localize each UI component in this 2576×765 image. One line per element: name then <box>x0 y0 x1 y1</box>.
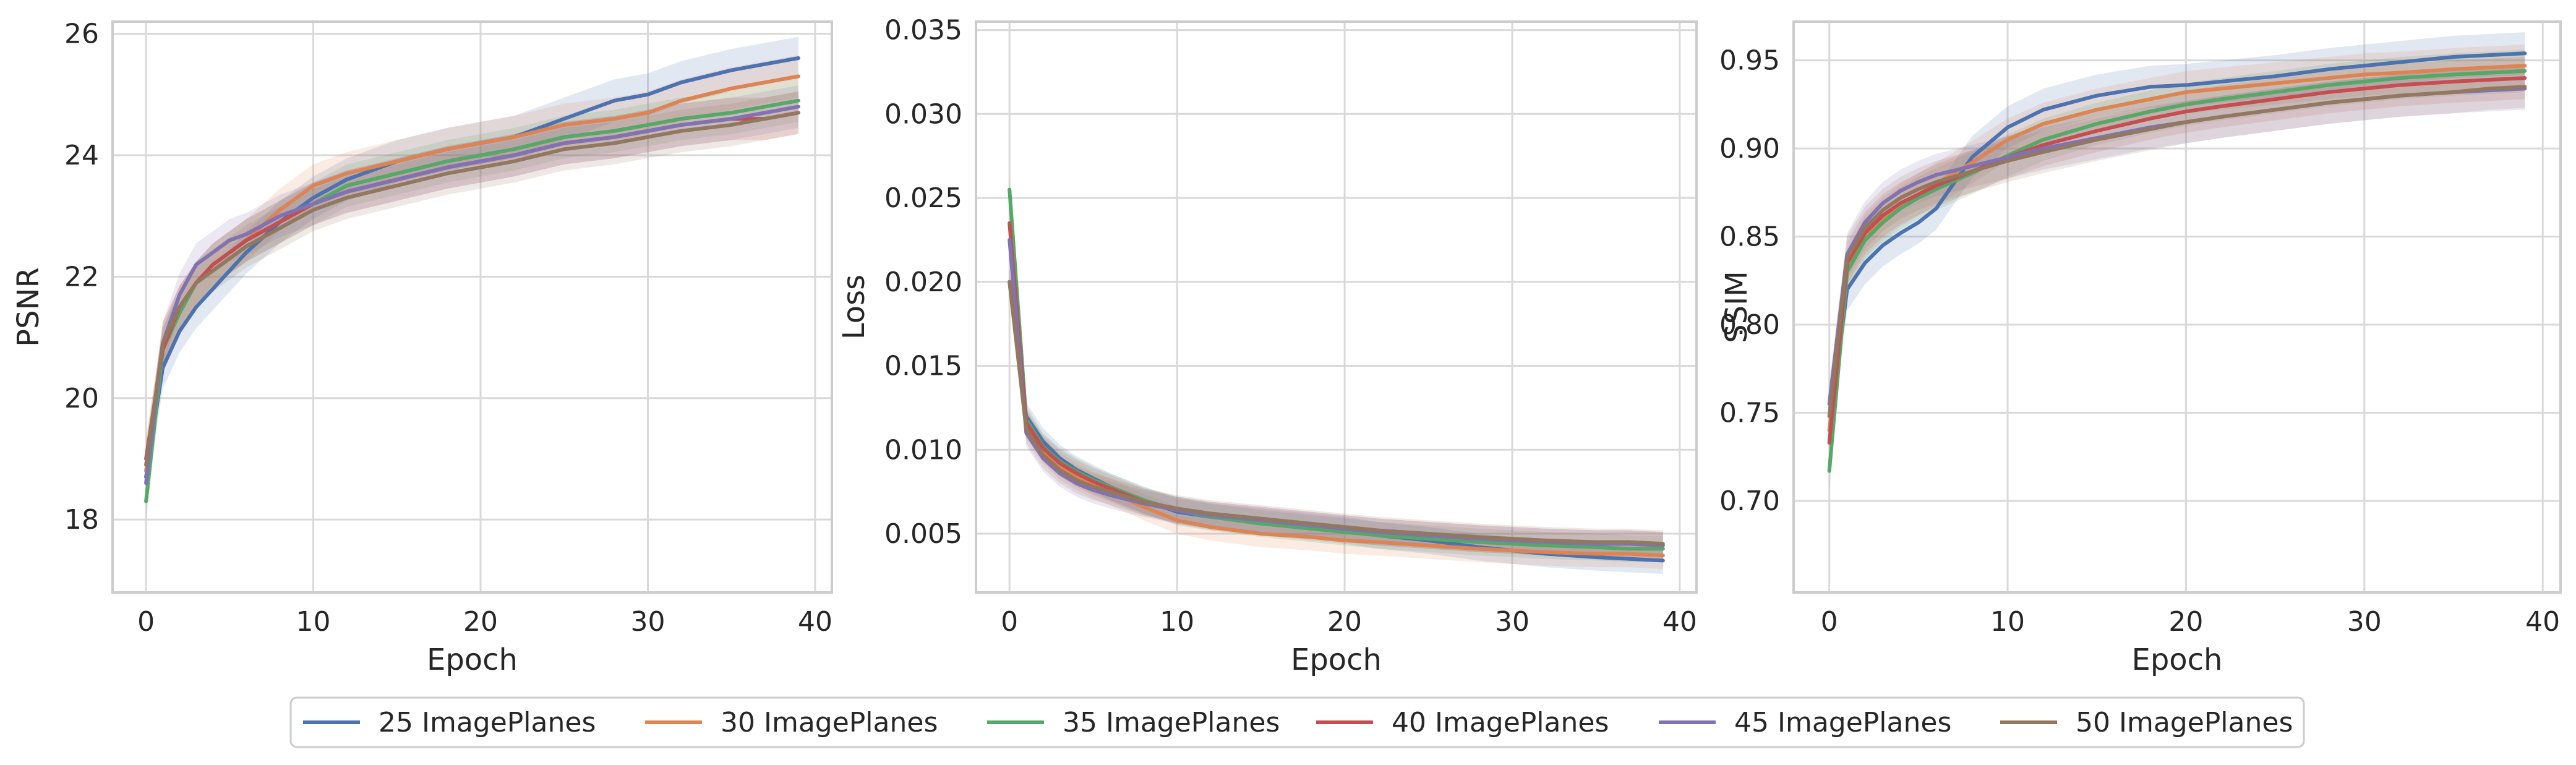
legend-label: 45 ImagePlanes <box>1734 707 1951 738</box>
x-tick-label: 20 <box>463 606 498 638</box>
y-tick-label: 0.80 <box>1719 309 1780 341</box>
x-tick-label: 30 <box>1495 606 1530 638</box>
axes-frame <box>975 20 1698 594</box>
y-tick-label: 0.90 <box>1719 133 1780 165</box>
x-tick-label: 40 <box>798 606 832 638</box>
legend: 25 ImagePlanes 30 ImagePlanes 35 ImagePlan… <box>289 696 2305 748</box>
x-tick-label: 20 <box>2168 606 2203 638</box>
y-tick-label: 0.70 <box>1719 485 1780 517</box>
x-tick-label: 10 <box>1160 606 1194 638</box>
confidence-band-2 <box>146 55 798 492</box>
y-tick-label: 0.85 <box>1719 221 1780 253</box>
x-axis-label: Epoch <box>427 643 518 677</box>
confidence-band-1 <box>146 36 798 498</box>
y-axis-label: SSIM <box>1719 271 1754 343</box>
series-line-50-imageplanes <box>1827 85 2527 419</box>
legend-label: 50 ImagePlanes <box>2076 707 2293 738</box>
series-line-25-imageplanes <box>1827 51 2527 432</box>
x-tick-label: 0 <box>1001 606 1018 638</box>
y-tick-label: 0.005 <box>884 518 962 550</box>
y-tick-label: 0.75 <box>1719 397 1780 429</box>
y-tick-label: 18 <box>64 504 99 536</box>
axes-frame <box>1792 20 2562 594</box>
x-tick-label: 0 <box>137 606 155 638</box>
legend-label: 25 ImagePlanes <box>379 707 596 738</box>
legend-label: 35 ImagePlanes <box>1063 707 1280 738</box>
y-tick-label: 0.95 <box>1719 45 1780 77</box>
x-tick-label: 10 <box>296 606 331 638</box>
legend-label: 40 ImagePlanes <box>1392 707 1609 738</box>
y-tick-label: 22 <box>64 261 99 293</box>
x-tick-label: 40 <box>2525 606 2560 638</box>
plot-area <box>1794 22 2561 592</box>
series-line-30-imageplanes <box>1827 64 2527 432</box>
legend-box <box>289 696 2305 748</box>
y-tick-label: 0.025 <box>884 182 962 214</box>
legend-label: 30 ImagePlanes <box>721 707 938 738</box>
chart-panel-ssim: 0 10 20 30 40 0.70 0.75 0.80 0.85 0.90 0.95 Epoch SS… <box>1719 20 2562 677</box>
x-tick-label: 30 <box>2347 606 2382 638</box>
x-tick-label: 30 <box>630 606 665 638</box>
x-tick-label: 40 <box>1662 606 1697 638</box>
y-tick-label: 20 <box>64 383 99 414</box>
y-tick-label: 24 <box>64 140 99 171</box>
y-tick-label: 0.010 <box>884 434 962 466</box>
series-line-30-imageplanes <box>1008 280 1665 558</box>
confidence-band-1 <box>1829 32 2525 452</box>
y-tick-label: 0.030 <box>884 98 962 130</box>
chart-panel-loss: 0 10 20 30 40 0.005 0.010 0.015 0.020 0.025 0.030 0… <box>837 15 1698 677</box>
x-axis-label: Epoch <box>1291 643 1382 677</box>
series-line-50-imageplanes <box>1008 280 1665 546</box>
series-line-45-imageplanes <box>144 105 800 485</box>
series-line-40-imageplanes <box>1827 76 2527 445</box>
series-line-50-imageplanes <box>144 111 800 467</box>
x-tick-label: 10 <box>1990 606 2025 638</box>
y-tick-label: 0.020 <box>884 267 962 298</box>
y-axis-label: PSNR <box>11 267 46 347</box>
plots-layer: 0 10 20 30 40 18 20 22 24 26 Epoch PSNR 0 10 20 30 40 0.0… <box>11 15 2562 677</box>
y-axis-label: Loss <box>837 275 871 340</box>
x-tick-label: 0 <box>1821 606 1838 638</box>
confidence-band-2 <box>1829 45 2525 452</box>
y-tick-label: 26 <box>64 19 99 50</box>
x-axis-label: Epoch <box>2132 643 2223 677</box>
y-tick-label: 0.015 <box>884 351 962 382</box>
chart-panel-psnr: 0 10 20 30 40 18 20 22 24 26 Epoch PSNR <box>11 19 833 677</box>
x-tick-label: 20 <box>1327 606 1362 638</box>
plot-area <box>976 22 1697 592</box>
confidence-band-1 <box>1009 268 1663 575</box>
series-line-35-imageplanes <box>1827 69 2527 473</box>
axes-frame <box>111 20 833 594</box>
y-tick-label: 0.035 <box>884 15 962 46</box>
